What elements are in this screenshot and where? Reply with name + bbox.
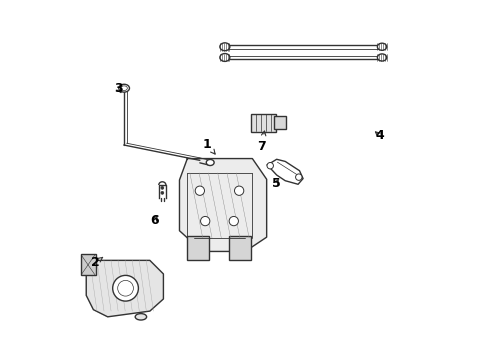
Circle shape [229, 216, 238, 226]
Circle shape [112, 275, 138, 301]
Circle shape [200, 216, 209, 226]
Ellipse shape [377, 43, 386, 50]
Text: 6: 6 [150, 213, 159, 226]
Ellipse shape [377, 54, 386, 61]
Circle shape [295, 174, 302, 180]
Polygon shape [179, 158, 266, 251]
Circle shape [161, 192, 163, 194]
Text: 2: 2 [91, 256, 102, 269]
Circle shape [234, 186, 244, 195]
Circle shape [195, 186, 204, 195]
Ellipse shape [220, 54, 229, 62]
Ellipse shape [206, 159, 214, 166]
Ellipse shape [121, 86, 127, 90]
Text: 5: 5 [271, 177, 280, 190]
Ellipse shape [135, 314, 146, 320]
Text: 7: 7 [257, 131, 265, 153]
Circle shape [266, 162, 273, 169]
FancyBboxPatch shape [274, 116, 285, 129]
Circle shape [118, 280, 133, 296]
FancyBboxPatch shape [81, 254, 95, 275]
Ellipse shape [119, 84, 129, 92]
Text: 1: 1 [202, 138, 215, 154]
Ellipse shape [220, 43, 229, 51]
FancyBboxPatch shape [186, 236, 208, 260]
Text: 4: 4 [374, 129, 383, 142]
Text: 3: 3 [114, 82, 123, 95]
FancyBboxPatch shape [229, 236, 250, 260]
Polygon shape [86, 260, 163, 317]
FancyBboxPatch shape [251, 113, 275, 132]
Circle shape [161, 186, 163, 189]
